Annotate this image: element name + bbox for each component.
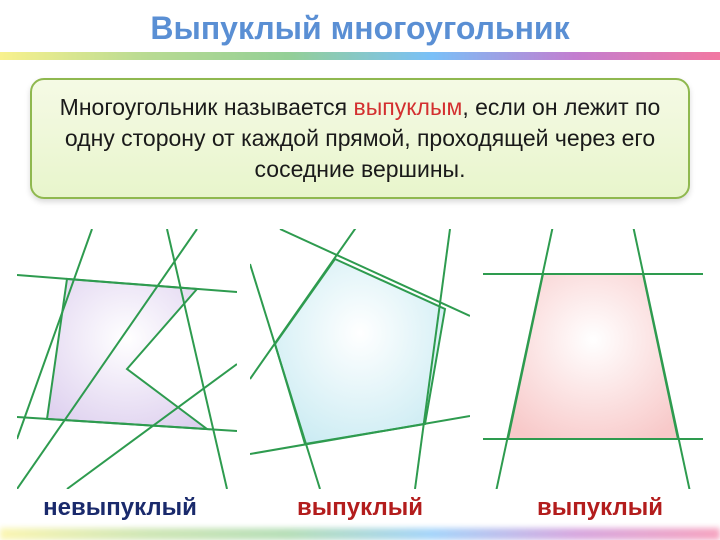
title-text: Выпуклый многоугольник	[150, 10, 569, 46]
diagrams-row	[0, 209, 720, 489]
diagram-nonconvex	[17, 229, 237, 489]
label-convex-1: выпуклый	[250, 494, 470, 522]
diagram-convex-trapezoid	[483, 229, 703, 489]
diagram-convex-pentagon	[250, 229, 470, 489]
definition-box: Многоугольник называется выпуклым, если …	[30, 78, 690, 199]
decoration-bar-top	[0, 52, 720, 60]
label-convex-2: выпуклый	[490, 494, 710, 522]
def-pre: Многоугольник называется	[60, 94, 354, 120]
decoration-bar-bottom	[0, 528, 720, 540]
page-title: Выпуклый многоугольник	[0, 0, 720, 52]
def-highlight: выпуклым	[354, 94, 463, 120]
label-nonconvex: невыпуклый	[10, 494, 230, 522]
labels-row: невыпуклый выпуклый выпуклый	[0, 489, 720, 522]
